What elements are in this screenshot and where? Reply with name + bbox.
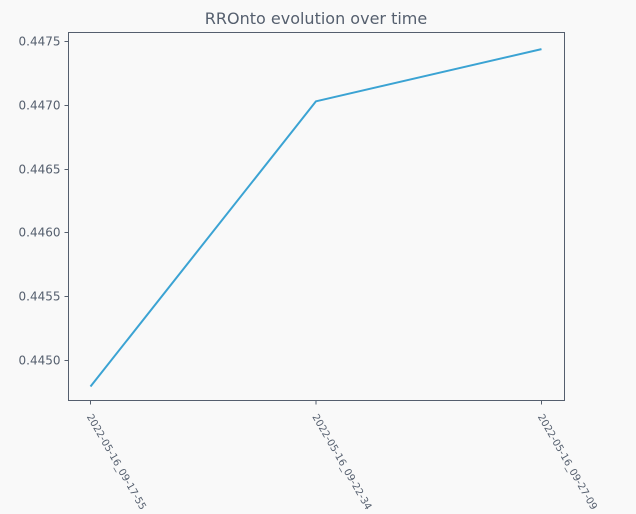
x-tick-label: 2022-05-16_09-27-09 — [535, 413, 599, 512]
y-tick-label: 0.4475 — [19, 35, 61, 49]
y-axis: 0.4450 0.4455 0.4460 0.4465 0.4470 0.4475 — [19, 35, 69, 368]
plot-frame — [68, 32, 565, 401]
series-line — [89, 48, 542, 388]
x-tick-label: 2022-05-16_09-22-34 — [309, 413, 373, 512]
x-tick-label: 2022-05-16_09-17-55 — [84, 413, 148, 512]
y-tick-label: 0.4450 — [19, 354, 61, 368]
series-layer — [89, 48, 542, 388]
chart-title: RROnto evolution over time — [205, 9, 427, 28]
x-axis: 2022-05-16_09-17-55 2022-05-16_09-22-34 20… — [84, 400, 599, 512]
y-tick-label: 0.4470 — [19, 99, 61, 113]
y-tick-label: 0.4465 — [19, 163, 61, 177]
y-tick-label: 0.4460 — [19, 226, 61, 240]
y-tick-label: 0.4455 — [19, 290, 61, 304]
